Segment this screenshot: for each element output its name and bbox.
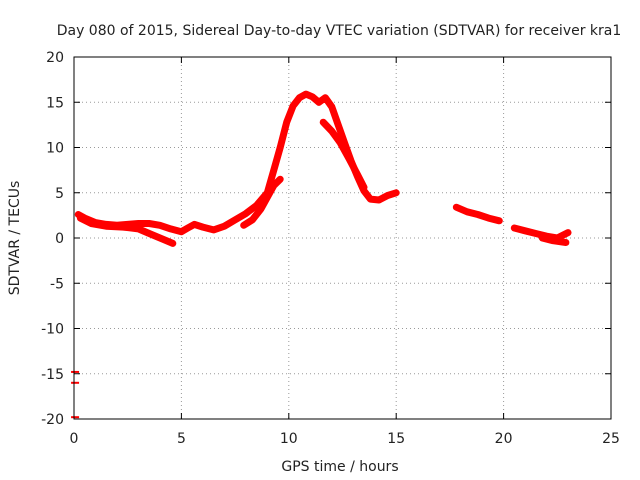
y-tick-label: -5 [50, 276, 64, 292]
x-tick-label: 15 [387, 431, 405, 447]
data-point [302, 91, 309, 98]
series-line [319, 118, 368, 191]
data-point [328, 103, 335, 110]
data-point [345, 155, 352, 162]
data-point [511, 225, 518, 232]
x-axis-ticks: 0 5 10 15 20 25 [70, 57, 620, 447]
y-tick-label: 15 [46, 95, 64, 111]
data-point [270, 182, 277, 189]
y-tick-label: 20 [46, 50, 64, 66]
series-arc-late-low [538, 234, 570, 246]
data-point [539, 235, 546, 241]
x-tick-label: 5 [177, 431, 186, 447]
data-point [565, 229, 572, 236]
data-point [249, 216, 256, 223]
data-point [474, 211, 481, 218]
x-tick-label: 0 [70, 431, 79, 447]
data-point [169, 240, 176, 247]
y-tick-label: -20 [41, 412, 64, 428]
data-point [464, 208, 471, 215]
data-point [88, 220, 95, 227]
data-point [270, 167, 277, 174]
data-point [290, 102, 297, 109]
data-point [210, 226, 217, 233]
series-arc-evening [452, 203, 503, 225]
x-tick-label: 20 [495, 431, 513, 447]
x-axis-label: GPS time / hours [281, 459, 398, 475]
data-point [393, 189, 400, 196]
data-point [120, 224, 127, 231]
data-point [277, 144, 284, 151]
data-point [360, 184, 367, 191]
data-point [159, 235, 166, 242]
data-point [77, 215, 84, 222]
data-point [146, 220, 153, 227]
data-point [328, 128, 335, 135]
y-tick-label: 10 [46, 141, 64, 157]
y-axis-ticks: -20 -15 -10 -5 0 5 10 15 20 [41, 50, 611, 428]
data-point [309, 93, 316, 100]
data-point [277, 176, 284, 183]
data-point [191, 221, 198, 228]
data-point [384, 192, 391, 199]
y-tick-label: 5 [55, 186, 64, 202]
x-tick-label: 25 [602, 431, 620, 447]
y-tick-label: -15 [41, 367, 64, 383]
data-point [283, 119, 290, 126]
data-point [242, 210, 249, 217]
data-point [148, 231, 155, 238]
data-point [337, 139, 344, 146]
data-point [320, 119, 327, 126]
data-point [296, 94, 303, 101]
data-point [376, 196, 383, 203]
data-point [184, 225, 191, 232]
series-arc-low [76, 214, 177, 247]
data-point [167, 225, 174, 232]
data-point [103, 223, 110, 230]
data-point [335, 121, 342, 128]
y-axis-label: SDTVAR / TECUs [7, 181, 23, 296]
data-point [178, 228, 185, 235]
data-point [562, 239, 569, 246]
data-point [550, 237, 557, 244]
data-point [322, 94, 329, 101]
data-point [135, 225, 142, 232]
data-point [156, 222, 163, 229]
data-point [253, 202, 260, 209]
data-point [485, 215, 492, 222]
chart-title: Day 080 of 2015, Sidereal Day-to-day VTE… [57, 23, 622, 39]
series-line [240, 175, 284, 229]
y-tick-label: 0 [55, 231, 64, 247]
data-point [257, 206, 264, 213]
data-point [221, 223, 228, 230]
series-arc-descend [319, 118, 368, 191]
data-point [199, 224, 206, 231]
y-tick-label: -10 [41, 322, 64, 338]
data-point [315, 99, 322, 106]
data-point [453, 204, 460, 211]
data-point [367, 196, 374, 203]
data-point [496, 217, 503, 224]
data-point [522, 227, 529, 234]
data-point [354, 171, 361, 178]
x-tick-label: 10 [280, 431, 298, 447]
data-point [240, 222, 247, 229]
series-arc-side [240, 175, 284, 229]
data-point [232, 216, 239, 223]
data-point [532, 230, 539, 237]
series-outliers [71, 370, 80, 419]
data-point [264, 194, 271, 201]
data-points [71, 90, 572, 419]
